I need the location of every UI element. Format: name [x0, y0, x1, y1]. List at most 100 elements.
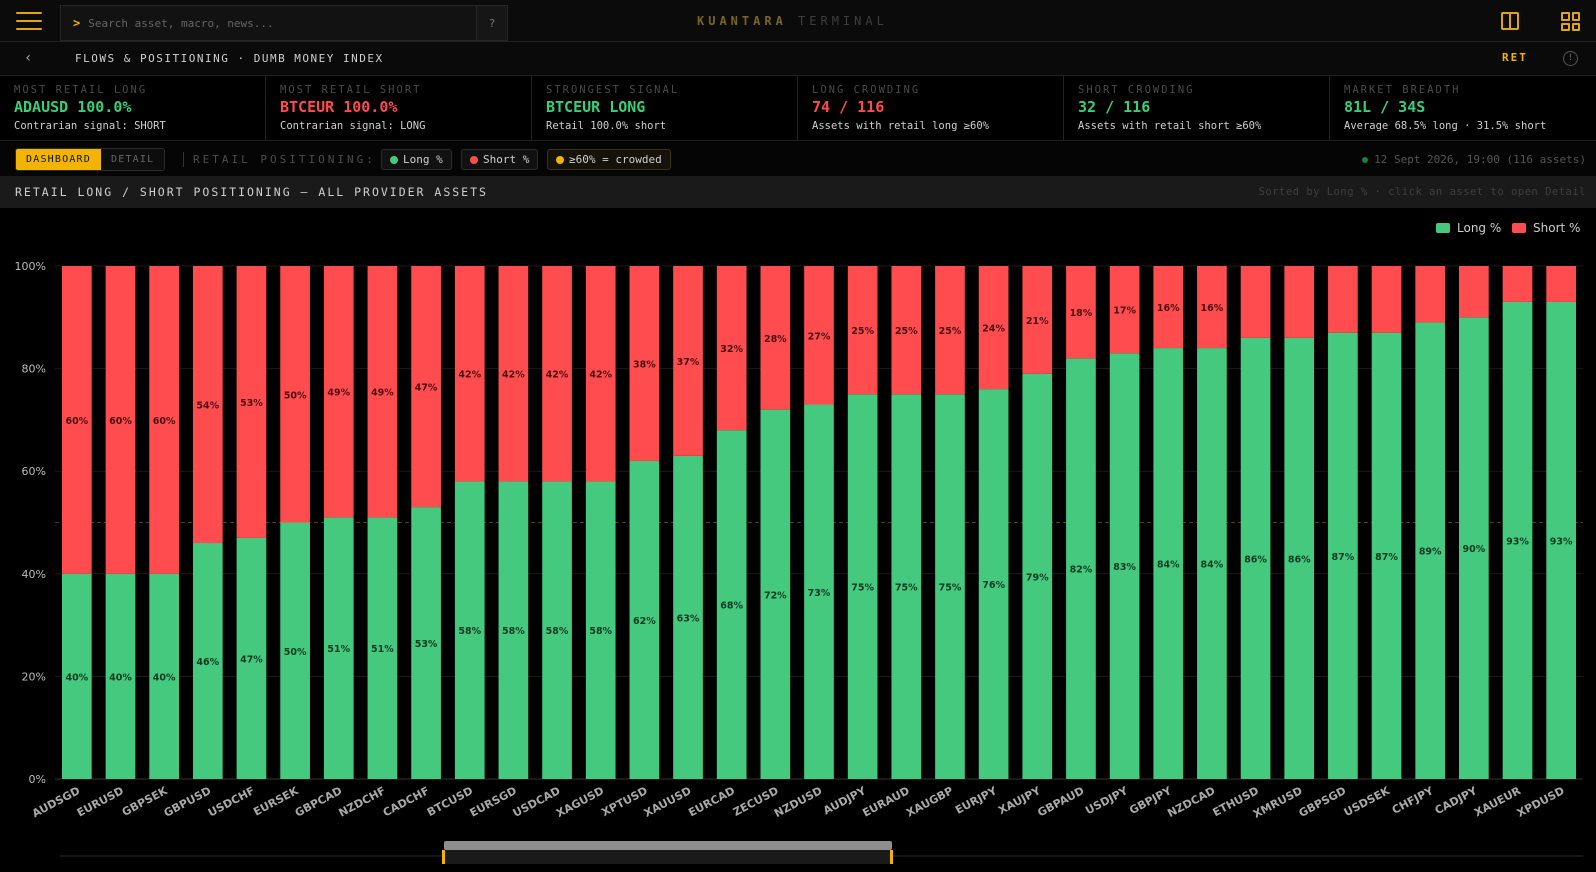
- long-bar[interactable]: [1546, 301, 1577, 779]
- short-bar[interactable]: [280, 266, 310, 523]
- short-bar[interactable]: [1109, 266, 1140, 354]
- long-bar[interactable]: [1415, 322, 1446, 779]
- long-bar[interactable]: [323, 517, 354, 779]
- short-bar[interactable]: [1284, 266, 1315, 338]
- short-bar[interactable]: [1197, 266, 1227, 349]
- short-bar[interactable]: [236, 266, 267, 538]
- long-bar[interactable]: [1284, 337, 1315, 779]
- short-bar[interactable]: [454, 266, 485, 482]
- zoom-right-grip[interactable]: [890, 850, 893, 864]
- category-label[interactable]: EURAUD: [860, 784, 911, 819]
- short-bar[interactable]: [891, 266, 922, 395]
- category-label[interactable]: ZECUSD: [731, 784, 781, 819]
- long-bar[interactable]: [61, 573, 92, 779]
- short-bar[interactable]: [1022, 266, 1053, 374]
- long-bar[interactable]: [1197, 348, 1227, 779]
- category-label[interactable]: EURJPY: [953, 784, 1000, 817]
- long-bar[interactable]: [411, 507, 441, 779]
- long-bar[interactable]: [1153, 348, 1184, 779]
- split-view-icon[interactable]: [1501, 12, 1519, 30]
- tab-dashboard[interactable]: DASHBOARD: [16, 149, 101, 170]
- short-bar[interactable]: [367, 266, 398, 518]
- category-label[interactable]: EURCAD: [686, 784, 737, 819]
- category-label[interactable]: CHFJPY: [1390, 784, 1437, 817]
- long-bar[interactable]: [280, 522, 310, 780]
- short-bar[interactable]: [804, 266, 834, 405]
- search-box[interactable]: >: [60, 5, 476, 41]
- category-label[interactable]: CADJPY: [1433, 784, 1480, 817]
- category-label[interactable]: XAGUSD: [554, 784, 606, 820]
- short-bar[interactable]: [1240, 266, 1271, 338]
- category-label[interactable]: XAUGBP: [904, 784, 955, 819]
- short-bar[interactable]: [323, 266, 354, 518]
- short-bar[interactable]: [498, 266, 529, 482]
- long-bar[interactable]: [454, 481, 485, 779]
- category-label[interactable]: XAUEUR: [1472, 784, 1523, 819]
- search-input[interactable]: [88, 16, 469, 30]
- category-label[interactable]: CADCHF: [381, 784, 432, 819]
- short-bar[interactable]: [61, 266, 92, 574]
- info-icon[interactable]: !: [1563, 51, 1578, 66]
- long-bar[interactable]: [716, 430, 747, 779]
- long-bar[interactable]: [585, 481, 616, 779]
- long-bar[interactable]: [1328, 332, 1358, 779]
- category-label[interactable]: USDCHF: [206, 784, 257, 819]
- tab-detail[interactable]: DETAIL: [101, 149, 165, 170]
- short-bar[interactable]: [1459, 266, 1489, 318]
- short-bar[interactable]: [935, 266, 965, 395]
- short-bar[interactable]: [1502, 266, 1533, 302]
- long-bar[interactable]: [149, 573, 179, 779]
- long-bar[interactable]: [847, 394, 878, 779]
- short-bar[interactable]: [1066, 266, 1096, 359]
- short-bar[interactable]: [192, 266, 223, 544]
- long-bar[interactable]: [1240, 337, 1271, 779]
- long-bar[interactable]: [105, 573, 136, 779]
- long-bar[interactable]: [1371, 332, 1402, 779]
- long-bar[interactable]: [542, 481, 572, 779]
- long-bar[interactable]: [760, 409, 791, 779]
- grid-layout-icon[interactable]: [1561, 12, 1580, 31]
- legend-short-label[interactable]: Short %: [1533, 221, 1580, 235]
- legend-chip-crowded[interactable]: ≥60% = crowded: [547, 149, 671, 170]
- category-label[interactable]: XMRUSD: [1251, 784, 1305, 821]
- short-bar[interactable]: [716, 266, 747, 431]
- legend-long-label[interactable]: Long %: [1457, 221, 1501, 235]
- category-label[interactable]: NZDUSD: [772, 784, 824, 820]
- category-label[interactable]: GBPSGD: [1297, 784, 1349, 820]
- long-bar[interactable]: [1109, 353, 1140, 779]
- category-label[interactable]: GBPSEK: [120, 784, 170, 819]
- category-label[interactable]: NZDCAD: [1165, 784, 1217, 820]
- legend-chip-short[interactable]: Short %: [461, 149, 539, 170]
- long-bar[interactable]: [192, 543, 223, 779]
- category-label[interactable]: GBPCAD: [293, 784, 344, 820]
- category-label[interactable]: USDCAD: [511, 784, 563, 820]
- category-label[interactable]: XPTUSD: [599, 784, 649, 819]
- long-bar[interactable]: [673, 455, 703, 779]
- help-button[interactable]: ?: [476, 5, 508, 41]
- category-label[interactable]: EURSEK: [251, 784, 301, 819]
- short-bar[interactable]: [673, 266, 703, 456]
- zoom-window-handle[interactable]: [444, 841, 892, 850]
- short-bar[interactable]: [411, 266, 441, 508]
- zoom-left-grip[interactable]: [442, 850, 445, 864]
- long-bar[interactable]: [1502, 301, 1533, 779]
- category-label[interactable]: XPDUSD: [1515, 784, 1567, 820]
- long-bar[interactable]: [935, 394, 965, 779]
- category-label[interactable]: USDSEK: [1342, 784, 1393, 819]
- category-label[interactable]: XAUUSD: [642, 784, 694, 820]
- short-bar[interactable]: [629, 266, 660, 461]
- ret-button[interactable]: RET: [1502, 51, 1528, 64]
- category-label[interactable]: NZDCHF: [337, 784, 388, 819]
- hamburger-menu-icon[interactable]: [16, 12, 42, 30]
- short-bar[interactable]: [847, 266, 878, 395]
- category-label[interactable]: EURUSD: [75, 784, 126, 819]
- short-bar[interactable]: [1153, 266, 1184, 349]
- long-bar[interactable]: [367, 517, 398, 779]
- short-bar[interactable]: [105, 266, 136, 574]
- short-bar[interactable]: [1415, 266, 1446, 323]
- category-label[interactable]: AUDSGD: [30, 784, 82, 820]
- long-bar[interactable]: [891, 394, 922, 779]
- category-label[interactable]: XAUJPY: [996, 784, 1043, 817]
- legend-chip-long[interactable]: Long %: [381, 149, 452, 170]
- long-bar[interactable]: [978, 389, 1009, 779]
